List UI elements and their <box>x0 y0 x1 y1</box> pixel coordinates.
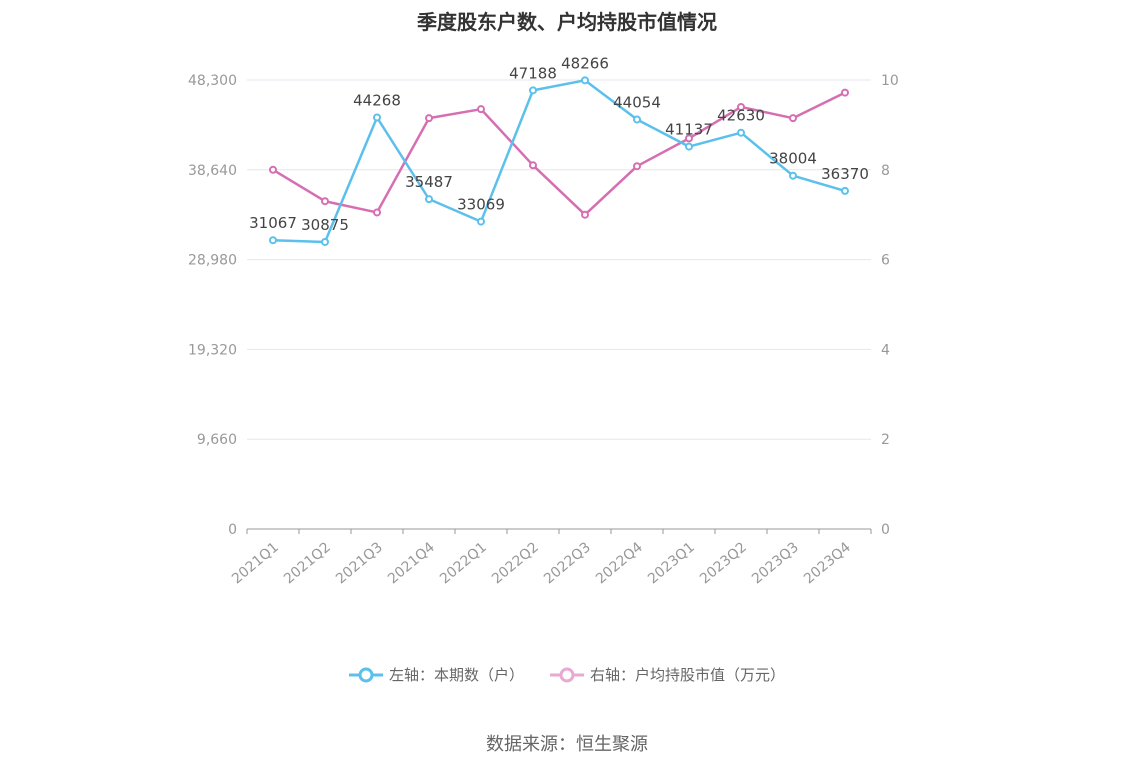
x-tick-label: 2021Q3 <box>333 539 386 587</box>
legend-item-right[interactable]: 右轴：户均持股市值（万元） <box>550 664 785 685</box>
series-right <box>269 88 849 219</box>
right-axis-ticks: 0 2 4 6 8 10 <box>881 73 899 538</box>
legend-item-left[interactable]: 左轴：本期数（户） <box>348 664 524 685</box>
data-label: 47188 <box>509 64 557 82</box>
right-series-point <box>581 210 589 219</box>
x-tick-label: 2022Q4 <box>593 539 646 587</box>
data-label: 30875 <box>301 216 349 234</box>
x-tick-label: 2023Q4 <box>801 539 854 587</box>
data-label: 33069 <box>457 196 505 214</box>
x-tick-label: 2022Q1 <box>437 539 490 587</box>
right-series-point <box>529 161 537 170</box>
legend: 左轴：本期数（户） 右轴：户均持股市值（万元） <box>0 664 1134 685</box>
data-label: 48266 <box>561 54 609 72</box>
right-series-point <box>373 208 381 217</box>
left-series-point <box>425 195 433 204</box>
series-left <box>269 76 849 246</box>
x-tick-label: 2023Q1 <box>645 539 698 587</box>
legend-right-marker-icon <box>550 667 584 682</box>
left-tick-label: 48,300 <box>188 73 237 89</box>
data-label: 31067 <box>249 214 297 232</box>
left-series-point <box>581 76 589 85</box>
grid-lines <box>247 79 871 440</box>
data-source: 数据来源：恒生聚源 <box>486 734 648 755</box>
right-series-point <box>841 88 849 97</box>
right-series-point <box>269 165 277 174</box>
right-tick-label: 2 <box>881 432 890 448</box>
left-series-point <box>789 171 797 180</box>
legend-right-label: 右轴：户均持股市值（万元） <box>590 666 786 684</box>
data-label: 44268 <box>353 91 401 109</box>
left-tick-label: 19,320 <box>188 342 237 358</box>
right-tick-label: 8 <box>881 163 890 179</box>
right-tick-label: 6 <box>881 253 890 269</box>
right-series-point <box>321 197 329 206</box>
axes <box>246 528 872 534</box>
x-axis-ticks: 2021Q1 2021Q2 2021Q3 2021Q4 2022Q1 2022Q2 2022… <box>229 539 854 587</box>
left-tick-label: 0 <box>228 522 237 538</box>
right-tick-label: 4 <box>881 342 890 358</box>
x-tick-label: 2021Q2 <box>281 539 334 587</box>
right-series-point <box>789 114 797 123</box>
data-label: 42630 <box>717 107 765 125</box>
data-label: 35487 <box>405 173 453 191</box>
legend-left-marker-icon <box>348 667 383 682</box>
right-series-point <box>425 114 433 123</box>
right-series-point <box>685 134 693 143</box>
chart-title: 季度股东户数、户均持股市值情况 <box>417 10 717 34</box>
legend-left-label: 左轴：本期数（户） <box>388 666 524 684</box>
left-series-point <box>529 86 537 95</box>
left-series-point <box>321 237 329 246</box>
data-label: 44054 <box>613 93 661 111</box>
left-tick-label: 38,640 <box>188 163 237 179</box>
left-series-point <box>373 113 381 122</box>
x-tick-label: 2022Q3 <box>541 539 594 587</box>
left-axis-ticks: 0 9,660 19,320 28,980 38,640 48,300 <box>188 73 237 538</box>
right-series-point <box>477 105 485 114</box>
left-series-point <box>477 217 485 226</box>
left-series-point <box>841 186 849 195</box>
right-series-point <box>633 162 641 171</box>
x-tick-label: 2023Q2 <box>697 539 750 587</box>
left-tick-label: 9,660 <box>197 432 237 448</box>
left-series-line <box>272 79 846 244</box>
x-tick-label: 2023Q3 <box>749 539 802 587</box>
data-label: 36370 <box>821 165 869 183</box>
x-tick-label: 2022Q2 <box>489 539 542 587</box>
x-tick-label: 2021Q4 <box>385 539 438 587</box>
data-label: 41137 <box>665 121 713 139</box>
left-tick-label: 28,980 <box>188 253 237 269</box>
right-tick-label: 0 <box>881 522 890 538</box>
right-series-line <box>272 91 846 216</box>
data-label: 38004 <box>769 150 817 168</box>
right-series-point <box>737 102 745 111</box>
left-series-point <box>269 236 277 245</box>
left-series-point <box>737 128 745 137</box>
left-series-point <box>633 115 641 124</box>
x-tick-label: 2021Q1 <box>229 539 282 587</box>
left-series-point <box>685 142 693 151</box>
right-tick-label: 10 <box>881 73 899 89</box>
